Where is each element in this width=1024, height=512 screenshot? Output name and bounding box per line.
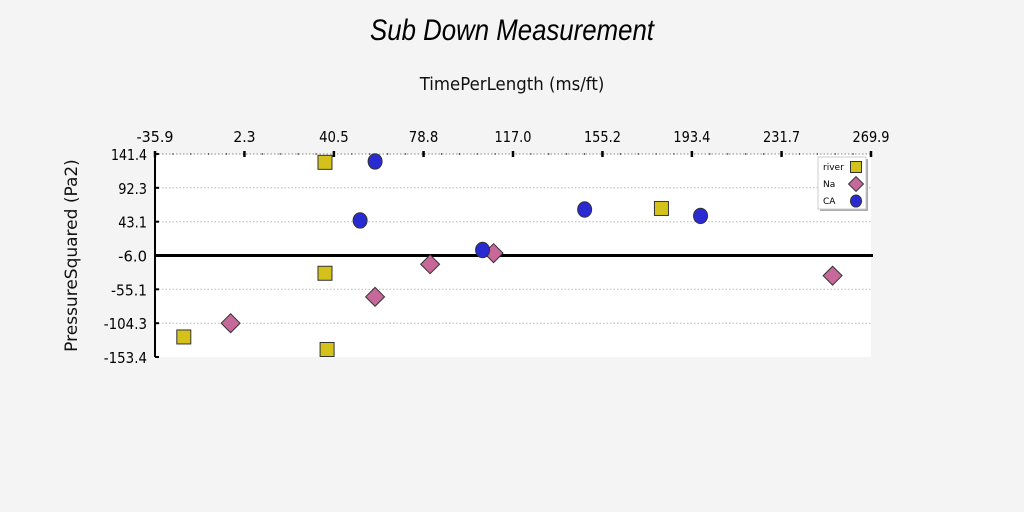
y-tick-label: -104.3	[104, 315, 147, 333]
y-axis-label: PressureSquared (Pa2)	[62, 159, 82, 352]
legend-marker-river	[850, 161, 862, 173]
y-tick-label: -55.1	[111, 281, 147, 299]
y-tick-label: 141.4	[111, 146, 147, 164]
data-point-ca	[352, 212, 368, 229]
data-points	[176, 153, 843, 357]
x-tick-label: 117.0	[495, 128, 532, 146]
data-point-river	[176, 329, 192, 345]
data-point-river	[317, 265, 333, 281]
data-point-ca	[577, 201, 593, 218]
x-tick-label: 2.3	[233, 128, 255, 146]
y-tick-label: -153.4	[104, 349, 147, 367]
data-point-river	[317, 154, 333, 170]
data-point-river	[319, 341, 335, 357]
x-tick-label: -35.9	[137, 128, 174, 146]
legend-marker-na	[847, 175, 865, 193]
axes: 141.4 92.3 43.1 -6.0 -55.1 -104.3 -153.4 -35.9 2…	[104, 128, 890, 367]
data-point-ca	[693, 207, 709, 225]
x-tick-label: 269.9	[853, 128, 890, 146]
legend-label: CA	[823, 197, 836, 207]
data-point-river	[653, 200, 669, 216]
x-axis-label: TimePerLength (ms/ft)	[419, 74, 605, 95]
legend-marker-ca	[850, 194, 862, 208]
y-tick-label: 92.3	[118, 180, 147, 198]
legend-label: Na	[823, 180, 835, 190]
x-tick-label: 231.7	[763, 128, 800, 146]
data-point-na	[419, 254, 441, 275]
data-point-na	[364, 286, 386, 307]
data-point-ca	[475, 241, 491, 259]
y-tick-label: 43.1	[118, 214, 147, 232]
y-tick-label: -6.0	[118, 248, 147, 266]
x-tick-label: 193.4	[673, 128, 710, 146]
chart-title: Sub Down Measurement	[370, 14, 654, 47]
x-tick-label: 78.8	[409, 128, 439, 146]
data-point-na	[822, 265, 843, 286]
x-tick-label: 40.5	[319, 128, 349, 146]
data-point-na	[220, 313, 241, 334]
x-tick-label: 155.2	[584, 128, 621, 146]
data-point-ca	[367, 153, 383, 170]
legend-label: river	[823, 163, 844, 173]
legend: river Na CA	[817, 156, 868, 211]
